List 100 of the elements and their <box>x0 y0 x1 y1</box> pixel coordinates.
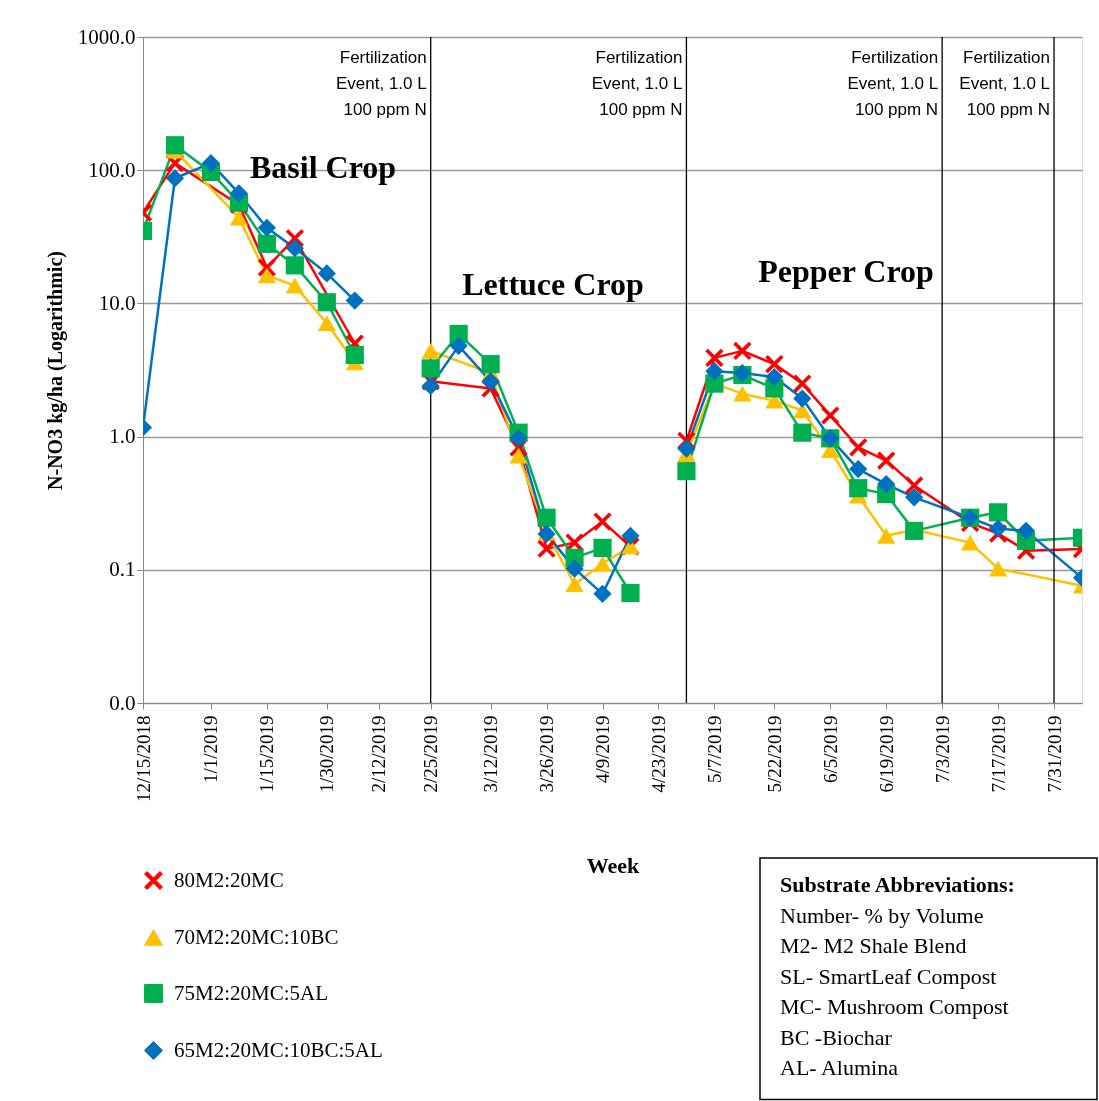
point <box>201 154 221 173</box>
text: Number- % by Volume <box>780 902 984 928</box>
point <box>733 341 752 360</box>
legend-label: 65M2:20MC:10BC:5AL <box>174 1037 383 1062</box>
point <box>449 336 468 355</box>
annotation: Fertilization Event, 1.0 L 100 ppm N <box>335 47 427 119</box>
x-tick-label: 6/19/2019 <box>875 715 897 793</box>
x-tick-label: 1/30/2019 <box>316 715 338 793</box>
point <box>345 345 364 365</box>
y-tick-label: 10.0 <box>98 290 136 315</box>
point <box>877 451 896 470</box>
point <box>317 293 336 312</box>
text: M2- M2 Shale Blend <box>780 933 967 958</box>
legend-label: 75M2:20MC:5AL <box>174 980 329 1005</box>
point <box>877 475 896 494</box>
annotation: Fertilization Event, 1.0 L 100 ppm N <box>959 47 1051 119</box>
point <box>593 555 612 572</box>
point <box>765 355 784 374</box>
point <box>877 527 896 544</box>
point <box>905 488 924 507</box>
point <box>229 209 248 226</box>
point <box>677 462 696 481</box>
point <box>793 374 812 393</box>
x-tick-label: 7/3/2019 <box>931 715 953 784</box>
x-tick-label: 4/9/2019 <box>592 715 614 784</box>
x-tick-label: 5/22/2019 <box>763 715 785 793</box>
point <box>593 512 612 531</box>
point <box>565 559 584 578</box>
annotation: Fertilization Event, 1.0 L 100 ppm N <box>591 47 683 119</box>
x-tick-label: 2/25/2019 <box>420 715 442 793</box>
point <box>285 277 304 294</box>
point <box>421 343 440 359</box>
point <box>849 438 868 457</box>
point <box>989 519 1008 538</box>
point <box>793 389 812 408</box>
point <box>593 584 612 603</box>
y-tick-label: 0.1 <box>109 557 136 582</box>
x-tick-label: 7/17/2019 <box>987 715 1009 793</box>
point <box>821 406 840 425</box>
x-tick-label: 5/7/2019 <box>703 715 725 784</box>
point <box>229 184 248 203</box>
point <box>257 258 276 277</box>
point <box>285 239 304 258</box>
point <box>961 534 980 551</box>
text: Substrate Abbreviations: <box>780 872 1015 897</box>
point <box>257 267 276 284</box>
point <box>165 136 185 155</box>
legend-label: 70M2:20MC:10BC <box>174 924 339 949</box>
point <box>345 291 364 310</box>
point <box>509 429 528 448</box>
x-axis-title: Week <box>586 852 641 878</box>
annotation: Pepper Crop <box>758 253 934 289</box>
y-tick-label: 1000.0 <box>77 24 136 49</box>
point <box>793 423 812 442</box>
text: AL- Alumina <box>780 1055 899 1080</box>
point <box>257 234 276 253</box>
point <box>621 526 640 545</box>
annotation: Fertilization Event, 1.0 L 100 ppm N <box>847 47 939 119</box>
x-tick-label: 12/15/2018 <box>132 715 154 803</box>
x-tick-label: 1/1/2019 <box>200 715 222 784</box>
point <box>705 348 724 367</box>
x-tick-label: 2/12/2019 <box>368 715 390 793</box>
point <box>421 376 440 396</box>
point <box>565 576 584 593</box>
point <box>481 355 500 374</box>
annotation: Lettuce Crop <box>462 266 644 302</box>
point <box>677 439 696 458</box>
point <box>165 169 185 188</box>
y-tick-label: 0.0 <box>109 690 136 715</box>
legend-label: 80M2:20MC <box>174 867 284 892</box>
point <box>849 460 868 479</box>
y-axis-title: N-NO3 kg/ha (Logarithmic) <box>43 251 67 490</box>
point <box>509 447 528 464</box>
point <box>705 362 724 381</box>
text: BC -Biochar <box>780 1024 893 1050</box>
point <box>285 256 304 275</box>
point <box>257 218 276 237</box>
point <box>317 264 336 283</box>
point <box>481 372 500 391</box>
x-tick-label: 1/15/2019 <box>256 715 278 793</box>
point <box>849 479 868 498</box>
point <box>421 359 440 378</box>
x-tick-label: 3/26/2019 <box>536 715 558 793</box>
y-tick-label: 1.0 <box>109 424 136 449</box>
x-tick-label: 7/31/2019 <box>1043 715 1065 793</box>
y-tick-label: 100.0 <box>88 157 136 182</box>
point <box>1016 521 1036 540</box>
x-tick-label: 3/12/2019 <box>480 715 502 793</box>
annotation: Basil Crop <box>249 149 397 185</box>
x-tick-label: 6/5/2019 <box>819 715 841 784</box>
point <box>905 476 924 495</box>
point <box>765 367 784 387</box>
text: MC- Mushroom Compost <box>780 994 1009 1019</box>
point <box>593 538 612 557</box>
point <box>317 315 336 332</box>
point <box>733 385 752 402</box>
point <box>989 503 1008 522</box>
point <box>537 539 556 558</box>
x-tick-label: 4/23/2019 <box>647 715 669 793</box>
point <box>537 508 556 527</box>
